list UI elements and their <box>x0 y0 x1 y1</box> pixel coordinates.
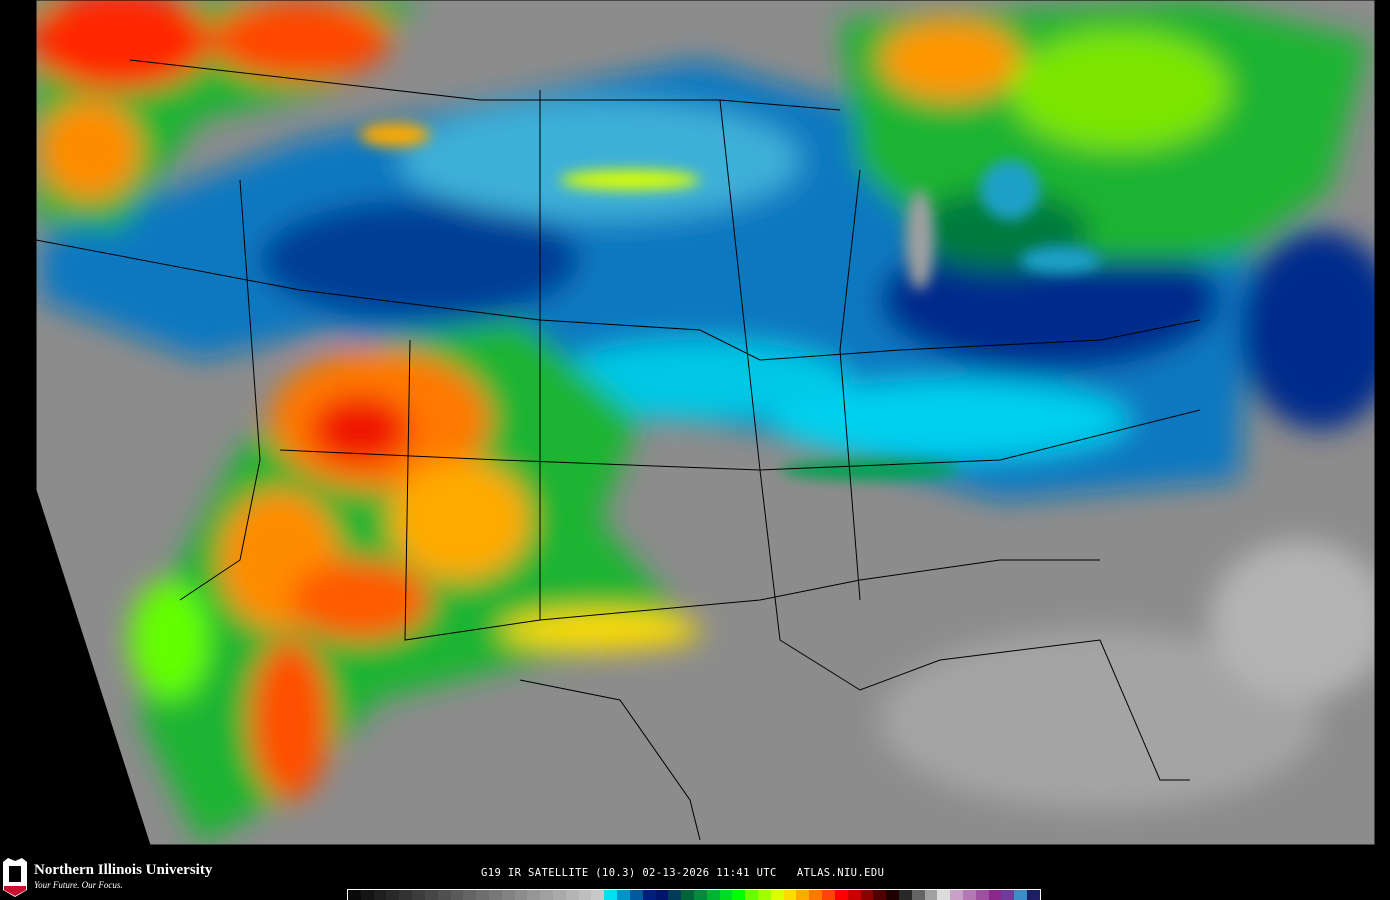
colorbar-swatch <box>412 890 425 900</box>
colorbar-swatch <box>629 890 643 900</box>
university-name: Northern Illinois University <box>34 862 213 878</box>
university-tagline: Your Future. Our Focus. <box>34 880 123 890</box>
colorbar-swatch <box>488 890 502 900</box>
colorbar-swatch <box>988 890 1002 900</box>
colorbar-swatch <box>706 890 720 900</box>
colorbar-swatch <box>527 890 541 900</box>
state-borders <box>36 59 1201 841</box>
temperature-colorbar <box>347 889 1041 900</box>
colorbar-swatch <box>860 890 874 900</box>
colorbar-swatch <box>770 890 784 900</box>
colorbar-swatch <box>655 890 669 900</box>
colorbar-swatch <box>1027 890 1040 900</box>
colorbar-swatch <box>745 890 758 900</box>
colorbar-swatch <box>911 890 925 900</box>
colorbar-swatch <box>591 890 605 900</box>
colorbar-swatch <box>437 890 451 900</box>
colorbar-swatch <box>886 890 899 900</box>
colorbar-swatch <box>668 890 682 900</box>
colorbar-swatch <box>424 890 438 900</box>
colorbar-swatch <box>540 890 553 900</box>
satellite-map <box>35 0 1376 846</box>
colorbar-swatch <box>501 890 515 900</box>
colorbar-swatch <box>1014 890 1028 900</box>
colorbar-swatch <box>873 890 887 900</box>
colorbar-swatch <box>450 890 464 900</box>
colorbar-swatch <box>1001 890 1015 900</box>
colorbar-swatch <box>476 890 489 900</box>
colorbar-swatch <box>758 890 771 900</box>
colorbar-swatch <box>937 890 951 900</box>
colorbar-swatch <box>553 890 566 900</box>
colorbar-swatch <box>950 890 963 900</box>
colorbar-swatch <box>373 890 387 900</box>
colorbar-swatch <box>604 890 618 900</box>
colorbar-swatch <box>348 890 361 900</box>
colorbar-swatch <box>578 890 592 900</box>
colorbar-swatch <box>924 890 938 900</box>
colorbar-swatch <box>360 890 374 900</box>
colorbar-swatch <box>732 890 746 900</box>
colorbar-swatch <box>642 890 656 900</box>
colorbar-swatch <box>565 890 579 900</box>
colorbar-swatch <box>796 890 810 900</box>
colorbar-swatch <box>514 890 528 900</box>
colorbar-swatch <box>834 890 848 900</box>
colorbar-swatch <box>617 890 630 900</box>
colorbar-swatch <box>386 890 400 900</box>
colorbar-swatch <box>822 890 835 900</box>
colorbar-swatch <box>463 890 477 900</box>
image-caption: G19 IR SATELLITE (10.3) 02-13-2026 11:41… <box>481 867 885 879</box>
colorbar-swatch <box>898 890 912 900</box>
imagery <box>36 0 1375 845</box>
colorbar-swatch <box>693 890 707 900</box>
colorbar-swatch <box>975 890 989 900</box>
niu-logo <box>3 858 27 897</box>
colorbar-swatch <box>809 890 823 900</box>
colorbar-swatch <box>719 890 733 900</box>
colorbar-swatch <box>681 890 694 900</box>
colorbar-swatch <box>399 890 413 900</box>
colorbar-swatch <box>963 890 976 900</box>
colorbar-swatch <box>847 890 861 900</box>
colorbar-swatch <box>783 890 797 900</box>
